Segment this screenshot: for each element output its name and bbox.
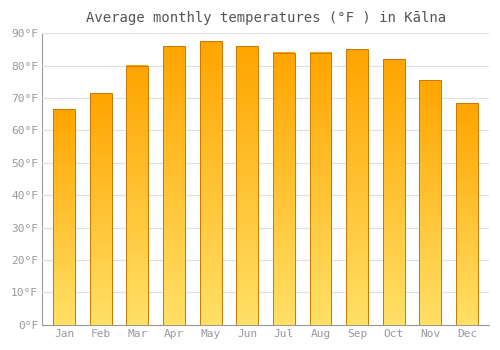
Bar <box>90 93 112 325</box>
Bar <box>420 80 442 325</box>
Title: Average monthly temperatures (°F ) in Kālna: Average monthly temperatures (°F ) in Kā… <box>86 11 446 25</box>
Bar <box>163 46 185 325</box>
Bar <box>273 52 295 325</box>
Bar <box>200 41 222 325</box>
Bar <box>54 109 75 325</box>
Bar <box>236 46 258 325</box>
Bar <box>382 59 404 325</box>
Bar <box>346 49 368 325</box>
Bar <box>456 103 478 325</box>
Bar <box>126 65 148 325</box>
Bar <box>310 52 332 325</box>
